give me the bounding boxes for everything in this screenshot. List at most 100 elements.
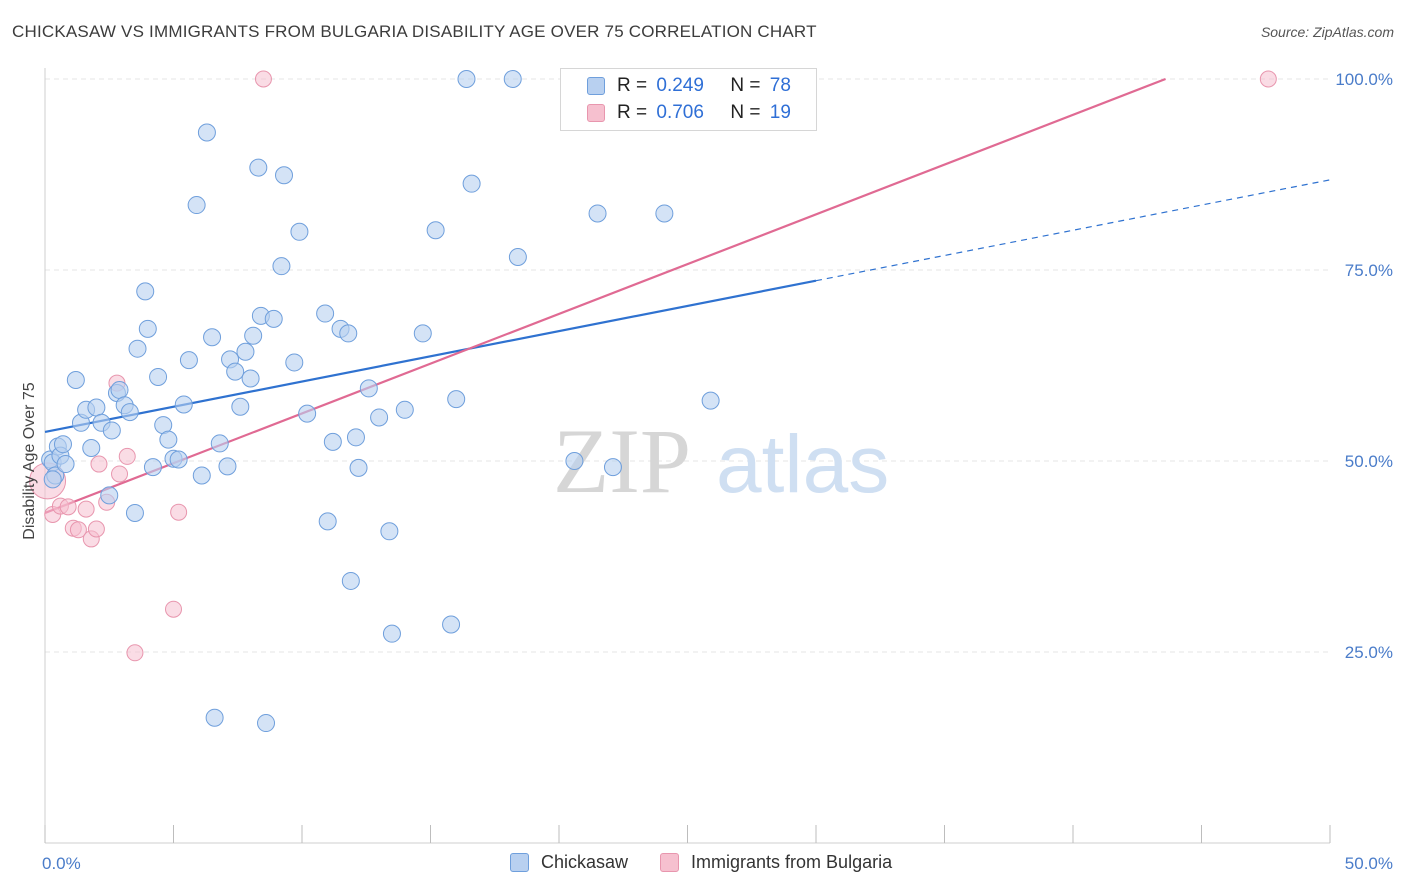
legend-n-value: 19 (769, 102, 791, 123)
chickasaw-point (125, 503, 144, 522)
bulgaria-point (254, 70, 272, 88)
legend-label-bulgaria: Immigrants from Bulgaria (691, 852, 893, 872)
legend-row-bulgaria: R = 0.706 N = 19 (587, 100, 791, 126)
bulgaria-point (90, 455, 108, 473)
chickasaw-point (413, 324, 432, 343)
chickasaw-point (442, 615, 461, 634)
chickasaw-point (565, 452, 584, 470)
chickasaw-point (323, 432, 342, 451)
y-tick-label: 100.0% (1335, 70, 1393, 89)
chickasaw-point (701, 391, 720, 410)
legend-r-label: R = (617, 102, 653, 123)
x-tick-label: 0.0% (42, 854, 81, 873)
chickasaw-point (210, 434, 229, 453)
chickasaw-point (447, 390, 466, 409)
chickasaw-point (588, 204, 607, 223)
legend-item-chickasaw[interactable]: Chickasaw (510, 852, 628, 873)
chickasaw-point (380, 522, 399, 541)
legend-r-value: 0.249 (656, 75, 704, 96)
chickasaw-point (100, 486, 119, 505)
chickasaw-point (257, 714, 276, 733)
chickasaw-point (244, 326, 263, 345)
chickasaw-point (382, 624, 401, 643)
chickasaw-point (205, 708, 224, 727)
bulgaria-trend-line (44, 77, 1166, 514)
bulgaria-point (77, 500, 95, 518)
chickasaw-point (457, 70, 476, 88)
chickasaw-trend-line (44, 279, 817, 434)
legend-n-label: N = (730, 102, 766, 123)
chickasaw-point (426, 221, 445, 240)
legend-item-bulgaria[interactable]: Immigrants from Bulgaria (660, 852, 892, 873)
trend-lines (44, 77, 1331, 514)
bulgaria-point (69, 521, 87, 539)
chickasaw-point (138, 319, 157, 338)
chickasaw-swatch (587, 77, 605, 95)
chickasaw-point (226, 362, 245, 381)
chickasaw-point (508, 248, 527, 267)
bulgaria-point (87, 520, 105, 538)
chickasaw-point (66, 371, 85, 390)
chickasaw-point (197, 123, 216, 142)
chickasaw-point (53, 435, 72, 454)
chickasaw-point (395, 400, 414, 419)
chickasaw-point (82, 439, 101, 458)
bulgaria-point (111, 465, 129, 483)
chickasaw-point (370, 408, 389, 427)
axes (44, 68, 1331, 844)
y-tick-label: 50.0% (1345, 452, 1393, 471)
chickasaw-point (218, 457, 237, 476)
source-label: Source: ZipAtlas.com (1260, 24, 1394, 40)
data-points (29, 70, 1277, 733)
chickasaw-point (346, 428, 365, 447)
chickasaw-point (503, 70, 522, 88)
chickasaw-point (169, 450, 188, 469)
chickasaw-point (136, 282, 155, 301)
chickasaw-point (241, 369, 260, 388)
bulgaria-point (118, 447, 136, 465)
bulgaria-point (126, 644, 144, 662)
legend-r-label: R = (617, 75, 653, 96)
y-axis-label: Disability Age Over 75 (21, 382, 38, 540)
chickasaw-point (149, 367, 168, 386)
chickasaw-point (264, 309, 283, 328)
bulgaria-legend-swatch (660, 853, 680, 872)
bulgaria-point (59, 498, 77, 516)
chickasaw-legend-swatch (510, 853, 529, 872)
chickasaw-point (56, 455, 75, 474)
chickasaw-point (179, 351, 198, 370)
axis-labels: 25.0% 50.0% 75.0% 100.0% 0.0% 50.0% Disability… (21, 70, 1393, 873)
chickasaw-point (318, 512, 337, 531)
x-tick-label: 50.0% (1345, 854, 1393, 873)
chickasaw-point (285, 353, 304, 372)
chickasaw-point (102, 421, 121, 440)
bulgaria-point (170, 503, 188, 521)
series-legend: Chickasaw Immigrants from Bulgaria (510, 852, 924, 873)
chickasaw-point (339, 324, 358, 343)
chart-title: CHICKASAW VS IMMIGRANTS FROM BULGARIA DI… (12, 22, 817, 41)
chickasaw-point (655, 204, 674, 223)
chickasaw-point (603, 458, 622, 477)
chickasaw-point (203, 328, 222, 347)
chickasaw-point (359, 379, 378, 398)
chickasaw-point (174, 395, 193, 414)
chickasaw-point (187, 196, 206, 215)
chickasaw-trend-extension (815, 179, 1331, 282)
watermark-atlas: atlas (716, 419, 889, 510)
legend-n-value: 78 (769, 75, 791, 96)
legend-label-chickasaw: Chickasaw (541, 852, 629, 872)
bulgaria-point (1259, 70, 1277, 88)
chickasaw-point (316, 304, 335, 323)
chickasaw-point (249, 158, 268, 177)
chickasaw-point (341, 571, 360, 590)
legend-row-chickasaw: R = 0.249 N = 78 (587, 73, 791, 99)
bulgaria-point (165, 600, 182, 618)
legend-n-label: N = (730, 75, 766, 96)
y-tick-label: 75.0% (1345, 261, 1393, 280)
chickasaw-point (349, 458, 368, 477)
chickasaw-point (298, 404, 317, 423)
chickasaw-point (275, 166, 294, 185)
chickasaw-point (110, 380, 129, 399)
watermark: ZIP atlas (553, 410, 889, 512)
